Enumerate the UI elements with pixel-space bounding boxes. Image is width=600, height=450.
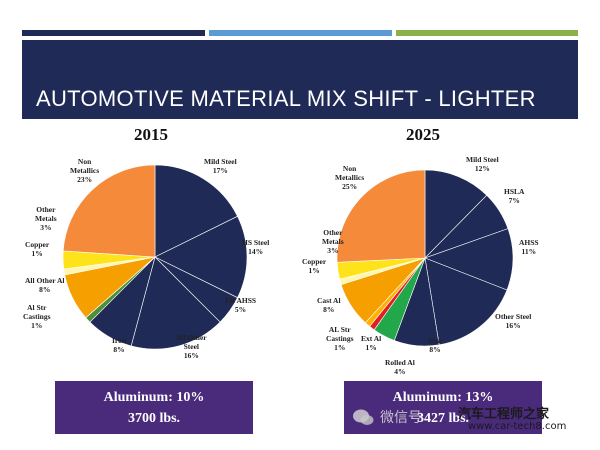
label-2015-iron: Iron 8% <box>112 336 127 354</box>
watermark-label: 微信号 <box>380 410 422 426</box>
wechat-icon <box>353 409 374 425</box>
label-2025-other-steel: Other Steel 16% <box>495 312 532 330</box>
label-2015-hs-steel: HS Steel 14% <box>242 238 270 256</box>
pie-title-2015: 2015 <box>134 125 168 144</box>
label-2025-hsla: HSLA 7% <box>504 187 525 205</box>
summary-box-2015: Aluminum: 10% 3700 lbs. <box>55 381 253 434</box>
pie-2025-slice-non-metallics <box>336 169 426 263</box>
label-2025-rolled-al: Rolled Al 4% <box>385 358 415 376</box>
label-2015-all-other-steel: All Other Steel 16% <box>176 333 207 360</box>
label-2025-non-metallics: Non Metallics 25% <box>335 164 365 191</box>
watermark-url: www.car-tech8.com <box>468 421 567 432</box>
label-2015-non-metallics: Non Metallics 23% <box>70 157 100 184</box>
title-banner <box>22 40 578 119</box>
label-2025-copper: Copper 1% <box>302 257 327 275</box>
accent-bar-navy <box>22 30 205 36</box>
label-2015-al-str-castings: Al Str Castings 1% <box>23 303 51 330</box>
pie-2015-slice-all-other-steel <box>130 256 221 350</box>
label-2025-cast-al: Cast Al 8% <box>317 296 341 314</box>
slide-title: AUTOMOTIVE MATERIAL MIX SHIFT - LIGHTER <box>36 86 536 111</box>
label-2015-copper: Copper 1% <box>25 240 50 258</box>
pie-2015-slice-mild-steel <box>154 164 238 258</box>
label-2015-mild-steel: Mild Steel 17% <box>204 157 237 175</box>
label-2015-other-metals: Other Metals 3% <box>35 205 57 232</box>
label-2015-fr-ahss: FR AHSS 5% <box>225 296 257 314</box>
pie-2025-slice-ahss <box>424 228 514 291</box>
pie-2015-slice-hs-steel <box>154 215 248 299</box>
pie-2025-slice-mild-steel <box>424 169 488 259</box>
pie-2025-slice-other-steel <box>424 257 508 346</box>
label-2025-mild-steel: Mild Steel 12% <box>466 155 499 173</box>
accent-bar-blue <box>209 30 392 36</box>
watermark-brand: 汽车工程师之家 <box>458 407 550 422</box>
accent-bar-green <box>396 30 578 36</box>
summary-2015-aluminum-share: Aluminum: 10% <box>103 390 205 405</box>
pie-2015-slice-non-metallics <box>62 164 156 258</box>
summary-2015-weight: 3700 lbs. <box>127 411 181 426</box>
summary-2025-weight: 3427 lbs. <box>416 411 470 426</box>
label-2025-ahss: AHSS 11% <box>519 238 539 256</box>
label-2015-all-other-al: All Other Al 8% <box>25 276 65 294</box>
pie-title-2025: 2025 <box>406 125 440 144</box>
label-2025-ext-al: Ext Al 1% <box>361 334 382 352</box>
label-2025-al-str-castings: AL Str Castings 1% <box>326 325 354 352</box>
summary-box-2025: Aluminum: 13% 3427 lbs. <box>344 381 542 434</box>
summary-2025-aluminum-share: Aluminum: 13% <box>392 390 494 405</box>
label-2025-iron: Iron 8% <box>428 336 443 354</box>
label-2025-other-metals: Other Metals 3% <box>322 228 344 255</box>
watermark: 微信号 汽车工程师之家 www.car-tech8.com <box>348 398 598 438</box>
